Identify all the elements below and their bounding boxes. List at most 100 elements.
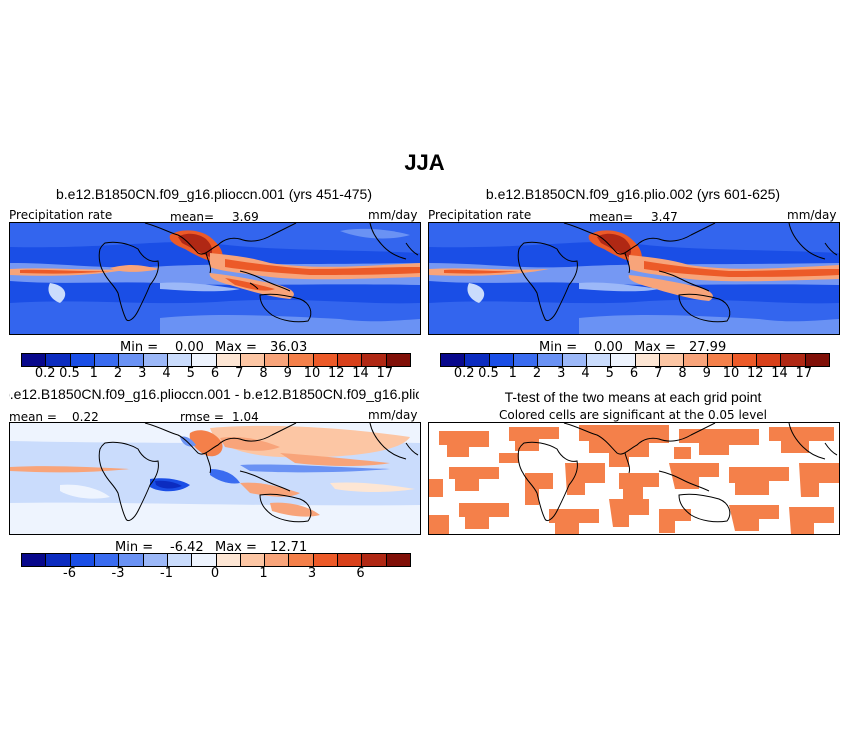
colorbar-swatch xyxy=(586,354,612,366)
colorbar-tick-label: 9 xyxy=(702,366,711,381)
panel-2-mean-value: 3.47 xyxy=(651,210,678,224)
colorbar-swatch xyxy=(708,354,733,366)
colorbar-tick-label: 14 xyxy=(352,366,369,381)
panel-1-max-value: 36.03 xyxy=(270,340,308,355)
colorbar-tick-label: 9 xyxy=(283,366,292,381)
colorbar-tick-label: 12 xyxy=(746,366,764,381)
colorbar-tick-label: 5 xyxy=(605,366,614,381)
colorbar-swatch xyxy=(611,354,636,366)
panel-3-min-value: -6.42 xyxy=(170,540,204,555)
colorbar-swatch xyxy=(313,354,339,366)
panel-1-min-label: Min = xyxy=(120,340,159,355)
colorbar-swatch xyxy=(386,354,410,366)
colorbar-swatch xyxy=(362,554,387,566)
colorbar-swatch xyxy=(216,554,241,566)
colorbar-tick-label: 14 xyxy=(771,366,788,381)
colorbar-tick-label: 5 xyxy=(186,366,195,381)
colorbar-swatch xyxy=(513,354,539,366)
panel-2-variable-label: Precipitation rate xyxy=(428,208,532,222)
colorbar-tick-label: -6 xyxy=(63,566,76,581)
colorbar-swatch xyxy=(265,554,290,566)
colorbar-swatch xyxy=(265,354,290,366)
panel-1-variable-label: Precipitation rate xyxy=(9,208,113,222)
panel-1-mean-value: 3.69 xyxy=(232,210,259,224)
panel-3-mean-value: 0.22 xyxy=(72,410,99,424)
colorbar-tick-label: 0.2 xyxy=(453,366,475,381)
colorbar-swatch xyxy=(684,354,709,366)
colorbar-swatch xyxy=(489,354,514,366)
panel-1-title: b.e12.B1850CN.f09_g16.plioccn.001 (yrs 4… xyxy=(56,186,372,202)
page-title: JJA xyxy=(404,150,445,175)
panel-3-mean-label: mean = xyxy=(9,410,57,424)
colorbar-tick-label: 1 xyxy=(508,366,517,381)
colorbar-tick-label: 6 xyxy=(629,366,639,381)
colorbar-tick-label: 3 xyxy=(138,366,147,381)
colorbar-swatch xyxy=(216,354,241,366)
panel-2-mean-label: mean= xyxy=(589,210,634,224)
panel-1-mean-label: mean= xyxy=(170,210,215,224)
colorbar-tick-label: 1 xyxy=(259,566,268,581)
colorbar-swatch xyxy=(94,554,120,566)
colorbar-swatch xyxy=(635,354,660,366)
colorbar-swatch xyxy=(70,354,95,366)
colorbar-swatch xyxy=(538,354,563,366)
colorbar-swatch xyxy=(119,554,144,566)
colorbar-tick-label: 0.5 xyxy=(59,366,80,381)
colorbar-swatch xyxy=(805,354,829,366)
colorbar-swatch xyxy=(289,354,314,366)
colorbar-swatch xyxy=(119,354,144,366)
panel-2-map xyxy=(428,222,840,335)
panel-3-min-label: Min = xyxy=(115,540,154,555)
colorbar-tick-label: 0.5 xyxy=(478,366,499,381)
panel-1-colorbar xyxy=(21,353,411,367)
panel-3-rmse-label: rmse = xyxy=(180,410,224,424)
colorbar-swatch xyxy=(167,354,193,366)
colorbar-swatch xyxy=(313,554,339,566)
panel-3-title: b.e12.B1850CN.f09_g16.plioccn.001 - b.e1… xyxy=(9,386,419,402)
colorbar-swatch xyxy=(94,354,120,366)
colorbar-swatch xyxy=(167,554,193,566)
panel-4-title: T-test of the two means at each grid poi… xyxy=(504,389,762,405)
colorbar-tick-label: 4 xyxy=(581,366,590,381)
panel-3-rmse-value: 1.04 xyxy=(232,410,259,424)
colorbar-tick-label: 3 xyxy=(307,566,317,581)
colorbar-swatch xyxy=(732,354,758,366)
panel-2-precip-field xyxy=(429,223,839,334)
colorbar-swatch xyxy=(46,554,71,566)
panel-3-units: mm/day xyxy=(368,408,418,422)
panel-2-max-label: Max = xyxy=(634,340,676,355)
panel-3-map xyxy=(9,422,421,535)
panel-4-significance-field xyxy=(429,423,839,534)
colorbar-tick-label: 8 xyxy=(259,366,268,381)
colorbar-swatch xyxy=(22,354,47,366)
colorbar-tick-label: 7 xyxy=(235,366,244,381)
colorbar-swatch xyxy=(757,354,782,366)
panel-4-map xyxy=(428,422,840,535)
panel-2-units: mm/day xyxy=(787,208,837,222)
colorbar-tick-label: 6 xyxy=(356,566,365,581)
panel-2-min-value: 0.00 xyxy=(594,340,623,355)
colorbar-tick-label: 6 xyxy=(210,366,220,381)
colorbar-tick-label: 4 xyxy=(162,366,171,381)
panel-1-max-label: Max = xyxy=(215,340,257,355)
colorbar-tick-label: 8 xyxy=(678,366,687,381)
colorbar-swatch xyxy=(143,354,168,366)
colorbar-tick-label: 17 xyxy=(795,366,813,381)
panel-3-colorbar xyxy=(21,553,411,567)
panel-3-title-clip: b.e12.B1850CN.f09_g16.plioccn.001 - b.e1… xyxy=(9,386,419,404)
colorbar-swatch xyxy=(441,354,466,366)
colorbar-tick-label: 2 xyxy=(532,366,542,381)
panel-2-title: b.e12.B1850CN.f09_g16.plio.002 (yrs 601-… xyxy=(485,186,781,202)
colorbar-swatch xyxy=(338,554,363,566)
colorbar-tick-label: 2 xyxy=(113,366,123,381)
colorbar-swatch xyxy=(22,554,47,566)
panel-2-colorbar xyxy=(440,353,830,367)
panel-3-max-label: Max = xyxy=(215,540,257,555)
panel-3-diff-field xyxy=(10,423,420,534)
colorbar-tick-label: 0 xyxy=(210,566,220,581)
panel-1-map xyxy=(9,222,421,335)
panel-1-precip-field xyxy=(10,223,420,334)
panel-4-subtitle: Colored cells are significant at the 0.0… xyxy=(498,408,768,422)
colorbar-swatch xyxy=(143,554,168,566)
panel-2-colorbar-ticks: 0.2 0.5 1 2 3 4 5 6 7 8 9 10 12 14 17 xyxy=(440,366,828,382)
